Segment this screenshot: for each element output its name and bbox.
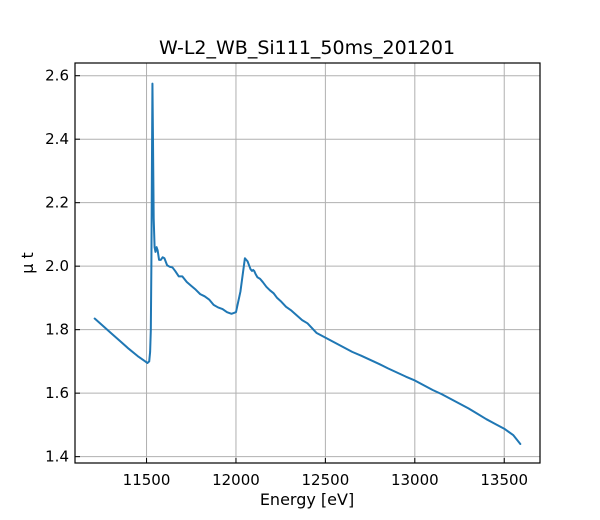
y-tick-label: 2.2	[45, 194, 69, 212]
grid-lines	[75, 63, 540, 463]
plot-frame	[74, 62, 541, 464]
y-tick-label: 2.0	[45, 257, 69, 275]
x-tick-label: 13000	[391, 471, 439, 489]
x-tick-label: 13500	[480, 471, 528, 489]
x-tick-label: 11500	[123, 471, 171, 489]
y-tick-label: 1.6	[45, 384, 69, 402]
y-tick-label: 2.6	[45, 67, 69, 85]
y-tick-label: 1.8	[45, 321, 69, 339]
chart-title: W-L2_WB_Si111_50ms_201201	[159, 37, 455, 59]
axis-ticks: 11500 12000 12500 13000 13500 1.4 1.6 1.8 2.0 2.2…	[45, 67, 528, 489]
y-tick-label: 1.4	[45, 448, 69, 466]
x-axis-label: Energy [eV]	[260, 490, 354, 509]
y-tick-label: 2.4	[45, 130, 69, 148]
series-layer	[93, 82, 522, 445]
y-axis-label: μ t	[18, 252, 37, 274]
series-line	[93, 82, 522, 445]
x-tick-label: 12500	[302, 471, 350, 489]
x-tick-label: 12000	[212, 471, 260, 489]
